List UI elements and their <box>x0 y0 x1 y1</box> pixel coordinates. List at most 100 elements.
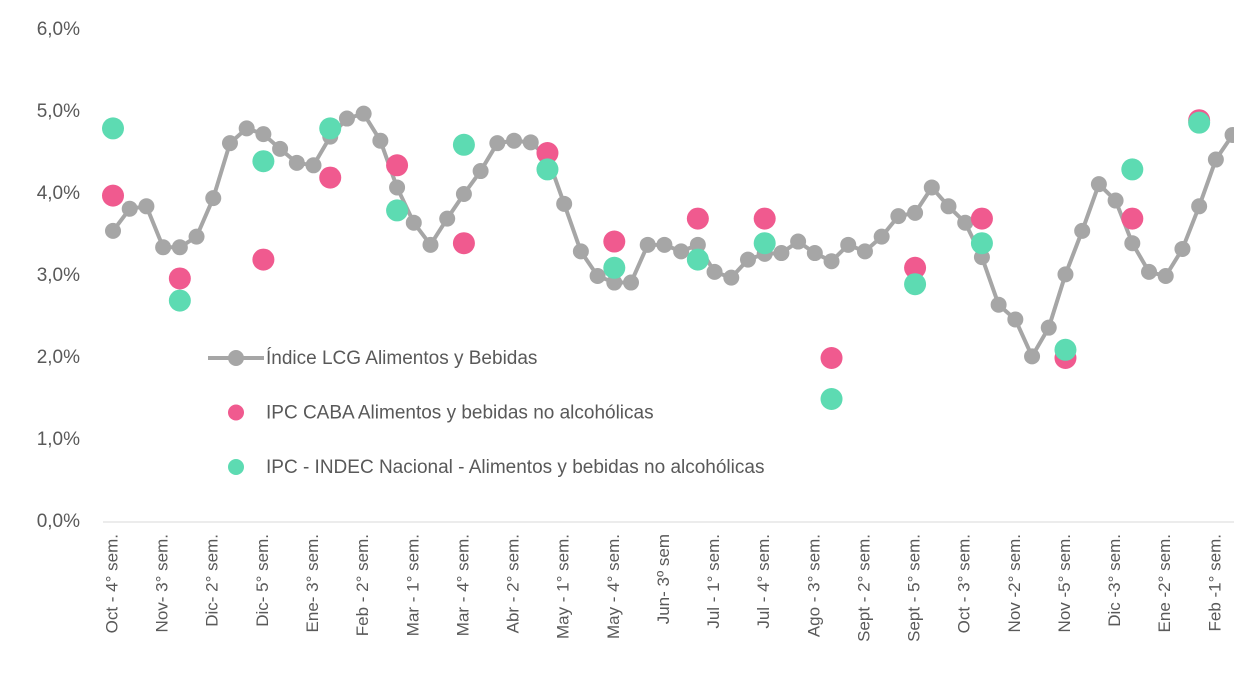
x-tick-label: Jul - 4° sem. <box>754 534 773 629</box>
line-marker <box>589 268 606 284</box>
line-marker <box>506 132 523 149</box>
line-marker <box>923 179 940 196</box>
scatter-point <box>1188 111 1211 134</box>
line-marker <box>990 296 1007 313</box>
scatter-point <box>970 207 993 230</box>
x-tick-label: Abr - 2° sem. <box>504 534 523 633</box>
legend-marker <box>228 404 244 421</box>
line-marker <box>1124 235 1141 252</box>
line-marker <box>121 200 138 217</box>
line-marker <box>1157 268 1174 284</box>
x-tick-label: Feb - 2° sem. <box>353 534 372 636</box>
line-marker <box>1040 319 1057 336</box>
legend-label: Índice LCG Alimentos y Bebidas <box>266 348 537 369</box>
line-marker <box>389 179 406 196</box>
line-marker <box>890 208 907 225</box>
scatter-point <box>168 289 191 312</box>
line-marker <box>840 236 857 253</box>
line-marker <box>572 243 589 260</box>
scatter-point <box>820 347 843 369</box>
line-marker <box>673 243 690 260</box>
line-marker <box>372 132 389 149</box>
line-marker <box>790 233 807 250</box>
y-tick-label: 6,0% <box>37 19 80 40</box>
x-tick-label: Sept - 5° sem. <box>905 534 924 642</box>
scatter-point <box>252 150 275 173</box>
scatter-point <box>252 248 275 271</box>
line-marker <box>405 214 422 231</box>
line-marker <box>806 245 823 262</box>
y-tick-label: 1,0% <box>37 429 80 450</box>
line-marker <box>355 105 372 122</box>
line-marker <box>940 198 957 215</box>
x-tick-label: Ene -2° sem. <box>1155 534 1174 632</box>
line-marker <box>1107 192 1124 209</box>
scatter-point <box>386 154 409 177</box>
x-tick-label: Nov- 3° sem. <box>153 534 172 632</box>
line-marker <box>105 222 121 239</box>
line-marker <box>1174 240 1191 257</box>
line-marker <box>957 214 974 231</box>
line-marker <box>773 245 790 262</box>
scatter-point <box>904 256 927 279</box>
line-marker <box>205 190 222 207</box>
scatter-point <box>970 232 993 255</box>
x-tick-label: Oct - 4° sem. <box>102 534 121 633</box>
scatter-point <box>820 388 843 410</box>
line-marker <box>1057 266 1074 283</box>
line-marker <box>606 274 623 291</box>
y-tick-label: 0,0% <box>37 511 80 532</box>
scatter-point <box>603 230 626 253</box>
scatter-point <box>1054 338 1077 361</box>
line-marker <box>221 135 238 152</box>
line-marker <box>288 154 305 171</box>
x-tick-label: Feb -1° sem. <box>1205 534 1224 632</box>
line-marker <box>1191 198 1208 215</box>
y-tick-label: 4,0% <box>37 183 80 204</box>
scatter-point <box>319 166 342 189</box>
line-marker <box>1207 151 1224 168</box>
x-tick-label: Nov -2° sem. <box>1005 534 1024 632</box>
scatter-point <box>536 158 559 181</box>
line-marker <box>171 239 188 256</box>
line-marker <box>823 253 840 270</box>
line-marker <box>1024 348 1041 365</box>
line-marker <box>556 195 573 212</box>
scatter-point <box>102 117 124 140</box>
line-marker <box>739 251 756 268</box>
scatter-point <box>168 267 191 290</box>
line-marker <box>723 269 740 286</box>
legend-label: IPC - INDEC Nacional - Alimentos y bebid… <box>266 457 764 478</box>
legend-marker <box>228 350 244 366</box>
y-tick-label: 3,0% <box>37 265 80 286</box>
x-tick-label: Mar - 1° sem. <box>403 534 422 636</box>
x-tick-label: Ago - 3° sem. <box>804 534 823 637</box>
line-marker <box>856 243 873 260</box>
line-marker <box>455 186 472 202</box>
x-tick-label: Dic- 2° sem. <box>203 534 222 627</box>
scatter-point <box>319 117 342 140</box>
line-marker <box>489 135 506 152</box>
line-marker <box>656 236 673 253</box>
line-marker <box>422 236 439 253</box>
line-marker <box>305 157 322 174</box>
line-marker <box>138 198 155 215</box>
line-marker <box>1074 222 1091 239</box>
scatter-point <box>102 184 124 207</box>
x-tick-label: Jul - 1° sem. <box>704 534 723 629</box>
x-tick-label: Dic- 5° sem. <box>253 534 272 627</box>
line-marker <box>689 236 706 253</box>
x-tick-label: Dic -3° sem. <box>1105 534 1124 627</box>
scatter-point <box>686 207 709 230</box>
x-tick-label: Sept - 2° sem. <box>854 534 873 642</box>
line-marker <box>522 134 539 151</box>
line-marker <box>472 163 489 180</box>
line-marker <box>255 126 272 143</box>
line-marker <box>338 110 355 127</box>
scatter-point <box>686 248 709 271</box>
scatter-point <box>386 199 409 222</box>
line-marker <box>1007 311 1024 328</box>
line-marker <box>1090 176 1107 193</box>
line-marker <box>439 210 456 227</box>
